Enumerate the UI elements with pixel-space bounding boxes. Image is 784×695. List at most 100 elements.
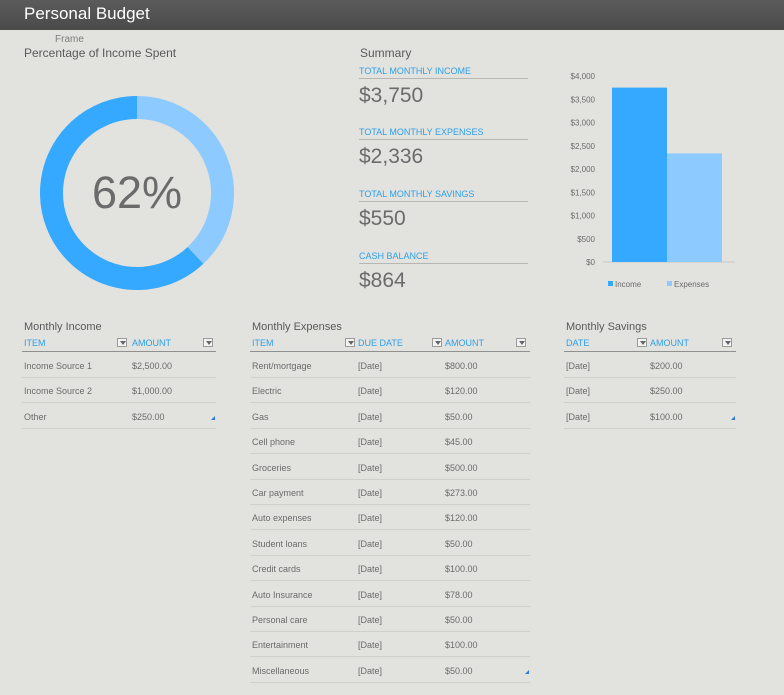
donut-slice-spent[interactable] — [40, 96, 204, 290]
table-row[interactable]: Income Source 1 $2,500.00 — [22, 352, 216, 378]
y-tick-label: $4,000 — [571, 72, 596, 81]
table-row[interactable]: Auto expenses [Date] $120.00 — [250, 504, 530, 531]
table-cell: [Date] — [358, 462, 383, 473]
table-row[interactable]: Rent/mortgage [Date] $800.00 — [250, 352, 530, 378]
table-cell: [Date] — [358, 361, 383, 371]
table-cell: [Date] — [358, 411, 383, 422]
income-expenses-bar-chart[interactable]: $4,000 $3,500 $3,000 $2,500 $2,000 $1,500 $1,0… — [555, 70, 745, 300]
table-cell: Personal care — [252, 615, 308, 625]
table-cell: $273.00 — [445, 488, 478, 498]
table-cell: [Date] — [358, 665, 383, 676]
title-bar: Personal Budget — [0, 0, 784, 30]
table-cell: Cell phone — [252, 437, 296, 448]
table-resize-handle-icon[interactable] — [211, 415, 215, 420]
table-cell: [Date] — [358, 564, 383, 575]
column-header: AMOUNT — [650, 338, 689, 348]
table-row[interactable]: Gas [Date] $50.00 — [250, 403, 530, 429]
table-cell: $100.00 — [445, 640, 478, 651]
table-cell: [Date] — [566, 411, 591, 422]
bar-expenses[interactable] — [667, 153, 722, 262]
table-row[interactable]: Miscellaneous [Date] $50.00 — [250, 657, 530, 683]
column-header: DATE — [566, 338, 590, 348]
column-header: ITEM — [252, 338, 274, 348]
y-tick-label: $2,000 — [571, 165, 596, 174]
table-row[interactable]: Cell phone [Date] $45.00 — [250, 428, 530, 455]
filter-dropdown-icon[interactable] — [722, 338, 732, 347]
table-cell: $50.00 — [445, 538, 473, 549]
legend-label: Expenses — [674, 280, 709, 289]
table-row[interactable]: Auto Insurance [Date] $78.00 — [250, 581, 530, 607]
legend-swatch — [667, 281, 672, 286]
table-cell: Student loans — [252, 538, 308, 549]
table-cell: Car payment — [252, 488, 304, 498]
y-tick-label: $3,500 — [571, 95, 596, 104]
table-row[interactable]: Other $250.00 — [22, 403, 216, 429]
column-header: ITEM — [24, 338, 46, 348]
table-cell: Income Source 2 — [24, 386, 93, 397]
summary-total-savings: TOTAL MONTHLY SAVINGS $550 — [359, 189, 528, 231]
summary-total-expenses: TOTAL MONTHLY EXPENSES $2,336 — [359, 127, 528, 169]
table-row[interactable]: Groceries [Date] $500.00 — [250, 454, 530, 480]
donut-chart[interactable] — [40, 96, 234, 290]
table-resize-handle-icon[interactable] — [731, 415, 735, 420]
summary-cash-balance: CASH BALANCE $864 — [359, 251, 528, 293]
table-row[interactable]: [Date] $100.00 — [564, 403, 736, 429]
summary-label: TOTAL MONTHLY INCOME — [359, 66, 528, 79]
bar-income[interactable] — [612, 87, 667, 262]
table-cell: $250.00 — [132, 411, 165, 422]
table-cell: [Date] — [358, 437, 383, 448]
filter-dropdown-icon[interactable] — [516, 338, 526, 347]
filter-dropdown-icon[interactable] — [117, 338, 127, 347]
y-tick-label: $1,000 — [571, 212, 596, 221]
table-cell: $500.00 — [445, 462, 478, 473]
table-cell: Miscellaneous — [252, 665, 310, 676]
table-cell: Entertainment — [252, 640, 309, 651]
table-cell: [Date] — [358, 615, 383, 625]
filter-dropdown-icon[interactable] — [345, 338, 355, 347]
y-tick-label: $2,500 — [571, 142, 596, 151]
filter-dropdown-icon[interactable] — [203, 338, 213, 347]
table-cell: [Date] — [358, 538, 383, 549]
table-cell: Other — [24, 411, 47, 422]
table-row[interactable]: Credit cards [Date] $100.00 — [250, 555, 530, 582]
monthly-expenses-title: Monthly Expenses — [252, 321, 342, 333]
table-cell: $78.00 — [445, 589, 473, 600]
donut-slice-remaining[interactable] — [136, 96, 234, 264]
table-cell: Auto expenses — [252, 513, 312, 524]
summary-label: TOTAL MONTHLY SAVINGS — [359, 189, 528, 202]
table-cell: $2,500.00 — [132, 361, 173, 371]
monthly-savings-title: Monthly Savings — [566, 321, 647, 333]
column-header: AMOUNT — [445, 338, 484, 348]
summary-value: $864 — [359, 269, 406, 292]
table-row[interactable]: Income Source 2 $1,000.00 — [22, 377, 216, 404]
table-header: ITEM AMOUNT — [22, 338, 216, 352]
table-row[interactable]: Car payment [Date] $273.00 — [250, 479, 530, 505]
table-cell: Auto Insurance — [252, 589, 313, 600]
summary-value: $3,750 — [359, 84, 424, 107]
filter-dropdown-icon[interactable] — [432, 338, 442, 347]
table-cell: $120.00 — [445, 386, 478, 397]
table-cell: $800.00 — [445, 361, 478, 371]
table-header: ITEM DUE DATE AMOUNT — [250, 338, 530, 352]
summary-heading: Summary — [360, 46, 412, 60]
table-row[interactable]: Entertainment [Date] $100.00 — [250, 631, 530, 658]
filter-dropdown-icon[interactable] — [637, 338, 647, 347]
table-row[interactable]: Student loans [Date] $50.00 — [250, 530, 530, 556]
frame-label: Frame — [55, 34, 84, 45]
table-cell: $250.00 — [650, 386, 683, 397]
table-row[interactable]: [Date] $200.00 — [564, 352, 736, 378]
table-row[interactable]: Electric [Date] $120.00 — [250, 377, 530, 404]
table-cell: Electric — [252, 386, 282, 397]
table-cell: Credit cards — [252, 564, 301, 575]
table-row[interactable]: [Date] $250.00 — [564, 377, 736, 404]
table-cell: [Date] — [566, 361, 591, 371]
table-cell: $50.00 — [445, 615, 473, 625]
percentage-heading: Percentage of Income Spent — [24, 46, 177, 60]
monthly-income-title: Monthly Income — [24, 321, 102, 333]
table-cell: $100.00 — [445, 564, 478, 575]
column-header: DUE DATE — [358, 338, 403, 348]
table-cell: [Date] — [358, 640, 383, 651]
table-row[interactable]: Personal care [Date] $50.00 — [250, 606, 530, 632]
table-resize-handle-icon[interactable] — [525, 669, 529, 674]
table-cell: Gas — [252, 411, 269, 422]
